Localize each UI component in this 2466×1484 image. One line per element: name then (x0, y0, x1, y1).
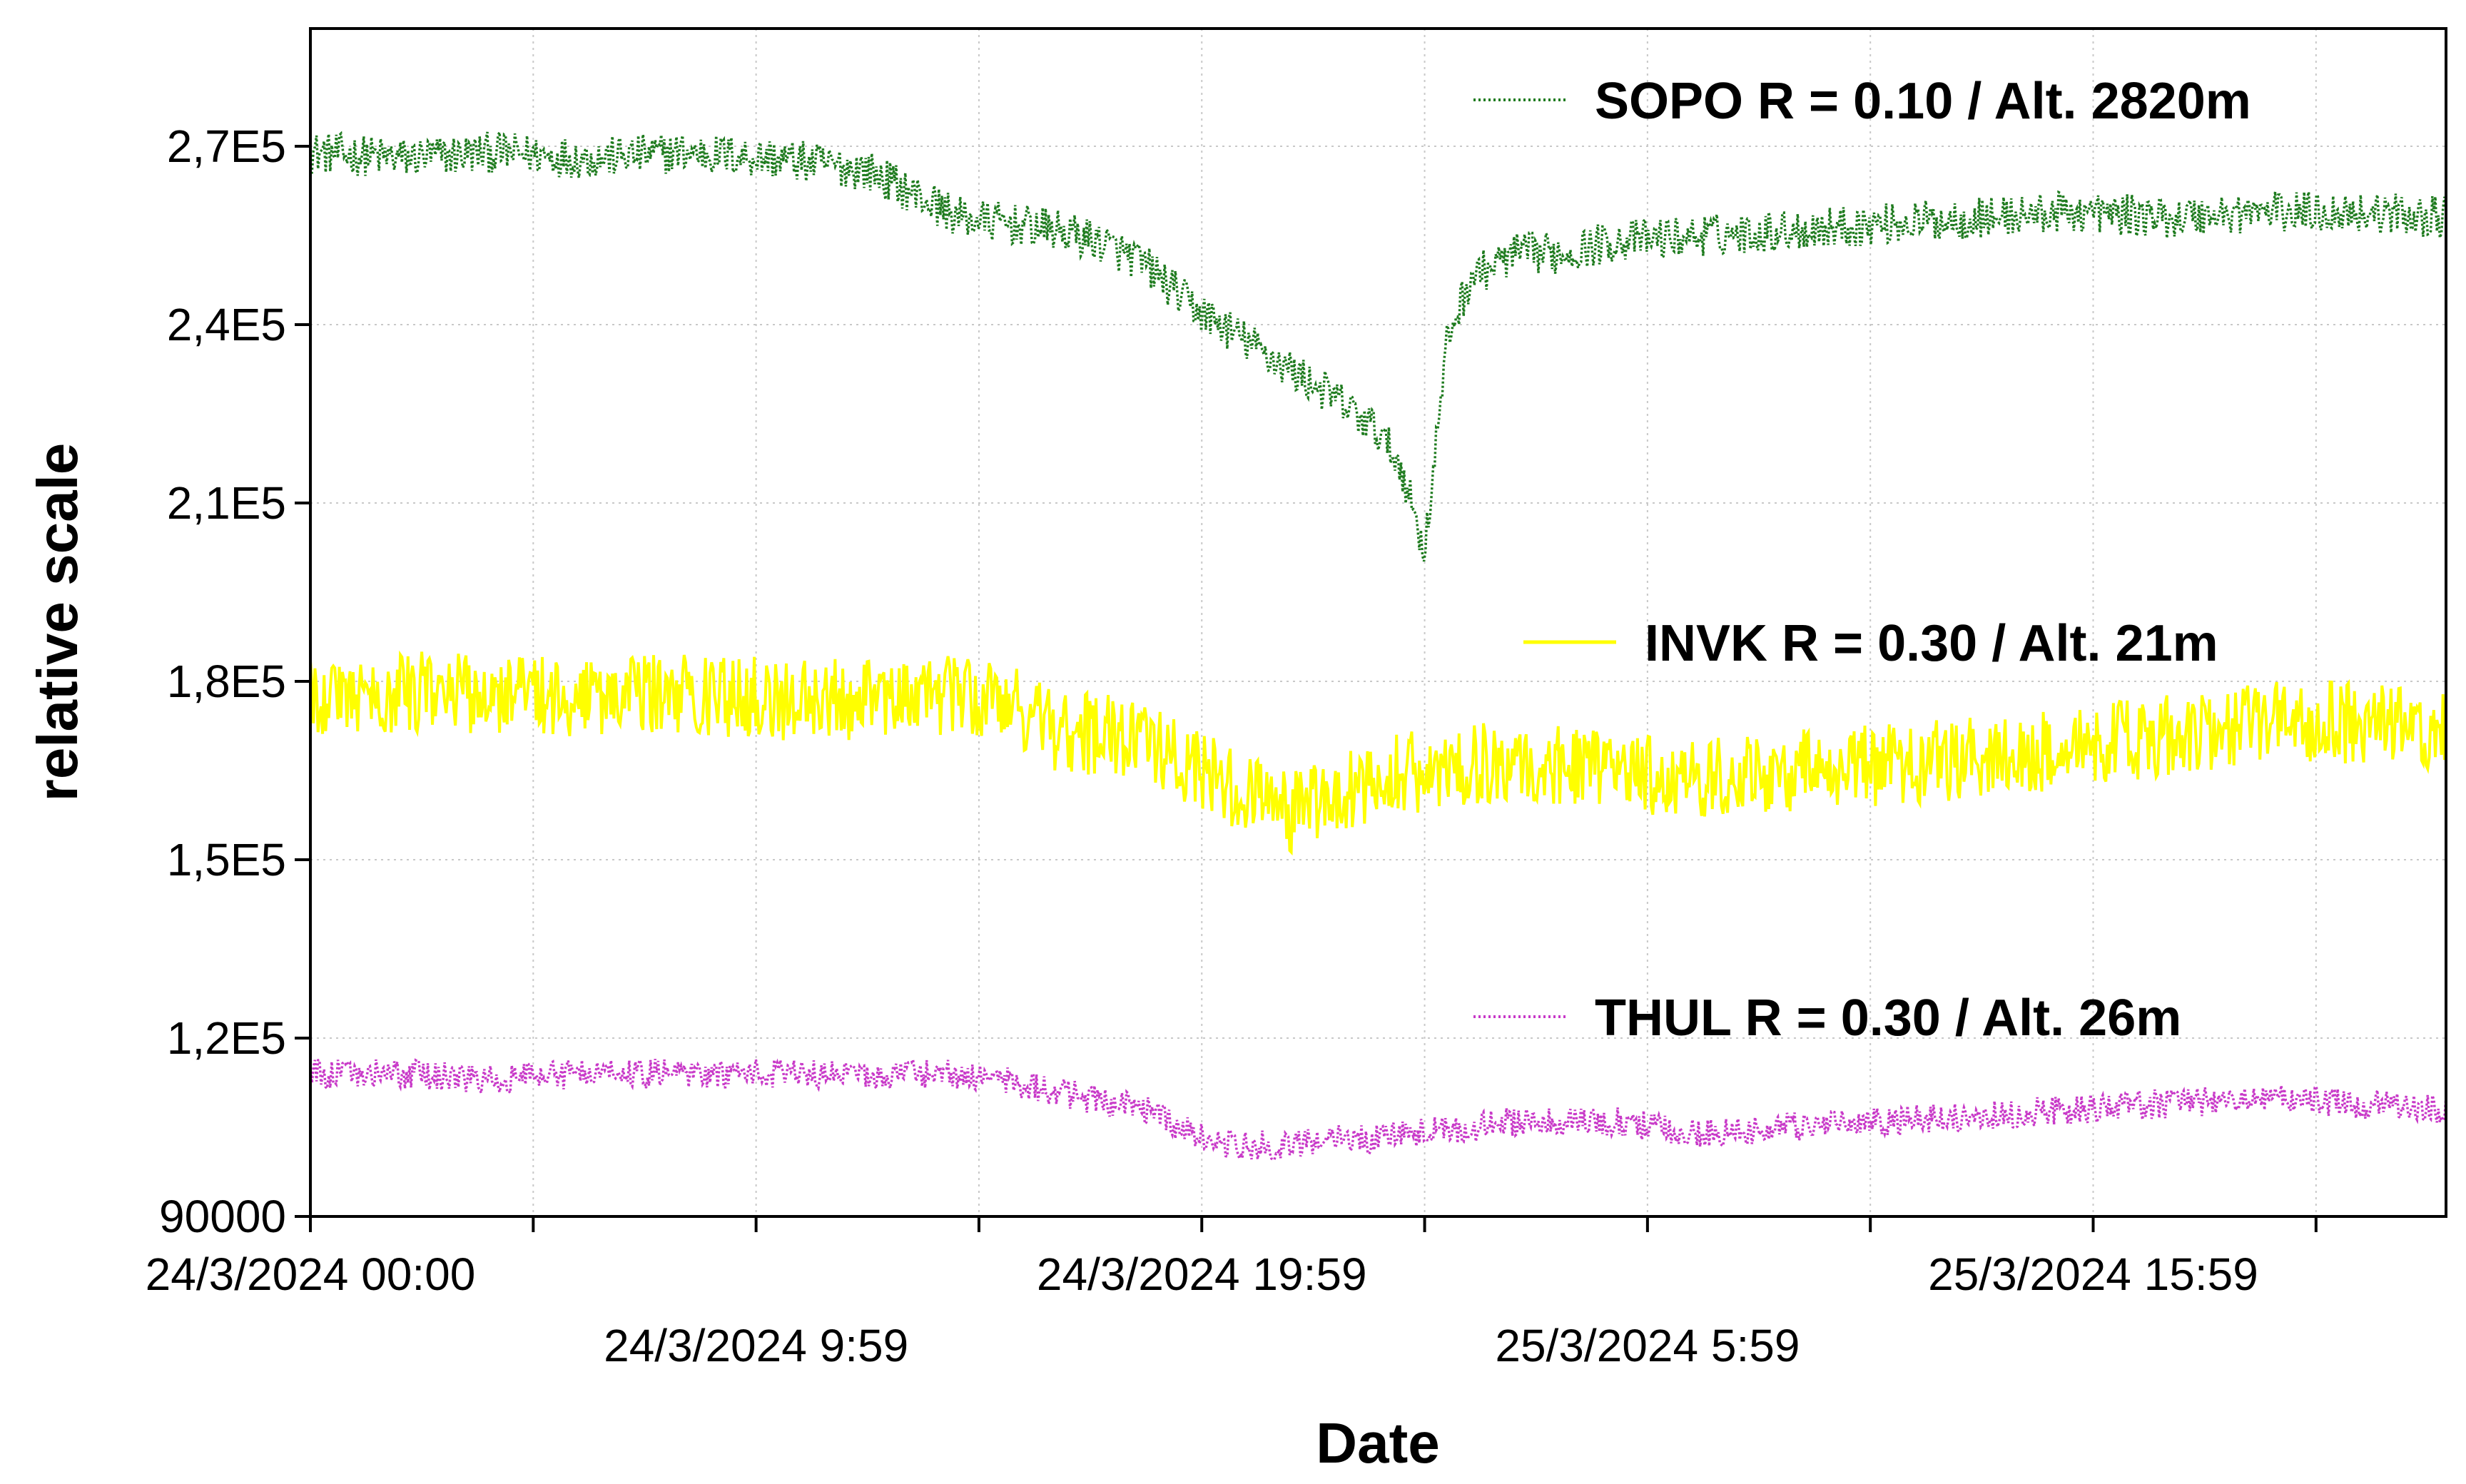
legend: SOPO R = 0.10 / Alt. 2820m INVK R = 0.30 … (1473, 73, 2251, 1047)
x-axis-title: Date (1316, 1411, 1439, 1475)
x-tick-label: 24/3/2024 9:59 (604, 1320, 908, 1371)
x-tick-label: 24/3/2024 19:59 (1037, 1249, 1367, 1300)
series-line-invk (309, 650, 2447, 856)
y-tick-label: 1,8E5 (167, 656, 286, 707)
series-line-thul (309, 1055, 2447, 1163)
y-tick-label: 2,4E5 (167, 299, 286, 350)
legend-label: SOPO R = 0.10 / Alt. 2820m (1595, 73, 2251, 130)
series-layer (309, 127, 2447, 1163)
x-tick-label: 25/3/2024 15:59 (1928, 1249, 2258, 1300)
y-tick-label: 1,2E5 (167, 1012, 286, 1064)
y-tick-label: 2,7E5 (167, 121, 286, 172)
y-axis-title: relative scale (26, 443, 89, 802)
series-line-sopo (310, 127, 2447, 562)
y-tick-label: 1,5E5 (167, 834, 286, 885)
y-tick-label: 90000 (159, 1191, 286, 1242)
plot-frame (309, 27, 2447, 1218)
x-tick-label: 25/3/2024 5:59 (1495, 1320, 1800, 1371)
x-tick-label: 24/3/2024 00:00 (146, 1249, 476, 1300)
y-tick-label: 2,1E5 (167, 477, 286, 529)
tick-layer: 90000 1,2E5 1,5E5 1,8E5 2,1E5 2,4E5 2,7E5 24/3/… (146, 121, 2318, 1371)
legend-label: INVK R = 0.30 / Alt. 21m (1645, 615, 2218, 672)
legend-label: THUL R = 0.30 / Alt. 26m (1595, 990, 2181, 1047)
grid-layer (310, 29, 2446, 1216)
